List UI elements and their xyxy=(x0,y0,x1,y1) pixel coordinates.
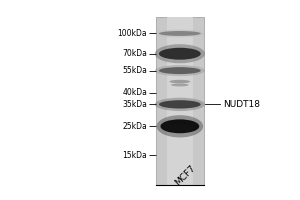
Bar xyxy=(167,17,193,185)
Text: 35kDa: 35kDa xyxy=(122,100,147,109)
Ellipse shape xyxy=(157,115,203,137)
Ellipse shape xyxy=(169,80,190,83)
Text: MCF7: MCF7 xyxy=(173,163,197,187)
Ellipse shape xyxy=(171,83,189,86)
Ellipse shape xyxy=(159,31,201,36)
Text: 70kDa: 70kDa xyxy=(122,49,147,58)
Bar xyxy=(156,17,204,185)
Text: 55kDa: 55kDa xyxy=(122,66,147,75)
Text: 40kDa: 40kDa xyxy=(122,88,147,97)
Text: 25kDa: 25kDa xyxy=(122,122,147,131)
Ellipse shape xyxy=(162,119,198,126)
Ellipse shape xyxy=(159,48,201,60)
Ellipse shape xyxy=(165,120,195,124)
Text: 15kDa: 15kDa xyxy=(122,151,147,160)
Ellipse shape xyxy=(169,83,190,87)
Ellipse shape xyxy=(159,100,201,109)
Ellipse shape xyxy=(160,119,199,133)
Ellipse shape xyxy=(155,65,205,76)
Ellipse shape xyxy=(155,44,205,63)
Text: NUDT18: NUDT18 xyxy=(223,100,260,109)
Text: 100kDa: 100kDa xyxy=(117,29,147,38)
Ellipse shape xyxy=(155,98,205,111)
Ellipse shape xyxy=(167,79,192,84)
Ellipse shape xyxy=(159,67,201,74)
Ellipse shape xyxy=(155,29,205,37)
